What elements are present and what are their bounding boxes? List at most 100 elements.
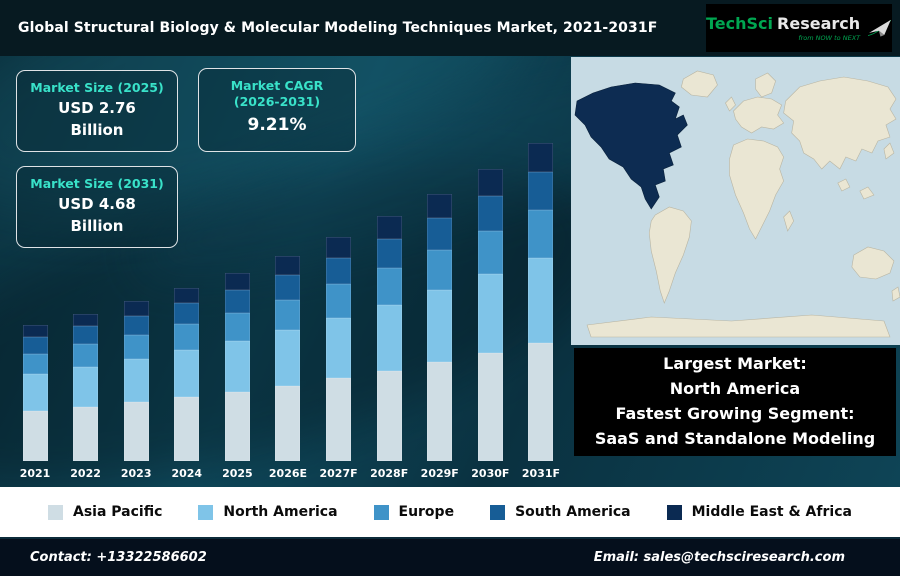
footer: Contact: +13322586602 Email: sales@techs… bbox=[0, 537, 900, 576]
bar-stack bbox=[275, 256, 301, 461]
bar-segment bbox=[174, 287, 200, 304]
bar-segment bbox=[123, 301, 149, 317]
map-region-north-america bbox=[574, 82, 688, 210]
bar-segment bbox=[275, 256, 301, 276]
bar-segment bbox=[528, 257, 554, 344]
bar-segment bbox=[275, 275, 301, 300]
main-area: Market Size (2025) USD 2.76 Billion Mark… bbox=[0, 56, 900, 487]
bar-segment bbox=[224, 312, 250, 341]
market-cagr-title: Market CAGR bbox=[230, 78, 324, 93]
bar-segment bbox=[22, 353, 48, 375]
bar-segment bbox=[224, 391, 250, 461]
bar-segment bbox=[224, 273, 250, 291]
bar-segment bbox=[477, 195, 503, 231]
techsci-logo: TechSci Research from NOW to NEXT bbox=[706, 4, 892, 52]
footer-contact: Contact: +13322586602 bbox=[30, 550, 207, 565]
x-axis-label: 2028F bbox=[370, 467, 409, 480]
bar-segment bbox=[275, 299, 301, 331]
market-size-2025-title: Market Size (2025) bbox=[30, 80, 164, 95]
bar-segment bbox=[224, 290, 250, 313]
world-map-svg bbox=[571, 57, 900, 345]
x-axis-label: 2029F bbox=[420, 467, 459, 480]
largest-market-box: Largest Market: North America Fastest Gr… bbox=[574, 348, 896, 456]
bar-segment bbox=[528, 142, 554, 173]
market-size-2031-unit: Billion bbox=[70, 217, 124, 236]
bar-segment bbox=[73, 344, 99, 367]
bar-segment bbox=[477, 274, 503, 353]
bar-segment bbox=[326, 237, 352, 258]
logo-text: TechSci Research from NOW to NEXT bbox=[706, 14, 860, 42]
legend-label: Middle East & Africa bbox=[691, 504, 852, 520]
legend-item: North America bbox=[198, 504, 338, 520]
market-size-2025-unit: Billion bbox=[70, 121, 124, 140]
x-axis-label: 2023 bbox=[120, 467, 152, 480]
paper-plane-icon bbox=[868, 19, 892, 37]
bar-stack bbox=[376, 216, 402, 461]
legend-swatch bbox=[490, 504, 506, 520]
bar-segment bbox=[427, 193, 453, 219]
market-size-2031-title: Market Size (2031) bbox=[30, 176, 164, 191]
bar-stack bbox=[22, 325, 48, 461]
x-axis-label: 2027F bbox=[319, 467, 358, 480]
x-axis-label: 2031F bbox=[521, 467, 560, 480]
bar-segment bbox=[528, 343, 554, 461]
legend-item: Middle East & Africa bbox=[666, 504, 852, 520]
legend-label: South America bbox=[515, 504, 631, 520]
largest-market-line: Largest Market: bbox=[663, 354, 807, 374]
stacked-bar-chart: 2021 2022 2023 2024 2025 2026E 2027F 2028F 2029F… bbox=[14, 142, 562, 481]
bar-segment bbox=[174, 397, 200, 461]
legend-label: Asia Pacific bbox=[72, 504, 163, 520]
bar-segment bbox=[123, 316, 149, 336]
logo-brand-primary: TechSci bbox=[706, 14, 774, 33]
bar-2026E: 2026E bbox=[267, 256, 309, 481]
bar-segment bbox=[326, 257, 352, 285]
bar-2030F: 2030F bbox=[469, 169, 511, 481]
page-title: Global Structural Biology & Molecular Mo… bbox=[18, 20, 658, 36]
bar-2024: 2024 bbox=[166, 287, 208, 481]
bar-stack bbox=[123, 301, 149, 461]
x-axis-label: 2026E bbox=[268, 467, 308, 480]
bar-2029F: 2029F bbox=[419, 193, 461, 481]
bar-2021: 2021 bbox=[14, 325, 56, 481]
bar-stack bbox=[427, 193, 453, 461]
bar-segment bbox=[174, 303, 200, 325]
bar-segment bbox=[275, 330, 301, 386]
bar-segment bbox=[376, 238, 402, 268]
legend: Asia Pacific North America Europe South Ame… bbox=[0, 487, 900, 537]
header: Global Structural Biology & Molecular Mo… bbox=[0, 0, 900, 56]
bar-segment bbox=[73, 313, 99, 327]
legend-item: South America bbox=[490, 504, 631, 520]
bar-2031F: 2031F bbox=[520, 142, 562, 481]
largest-market-line: SaaS and Standalone Modeling bbox=[594, 428, 876, 448]
x-axis-label: 2021 bbox=[19, 467, 51, 480]
footer-email: Email: sales@techsciresearch.com bbox=[593, 550, 845, 565]
bar-segment bbox=[376, 370, 402, 461]
legend-item: Asia Pacific bbox=[47, 504, 163, 520]
bar-stack bbox=[73, 313, 99, 461]
bar-2025: 2025 bbox=[216, 273, 258, 481]
x-axis-label: 2024 bbox=[171, 467, 203, 480]
bar-segment bbox=[477, 230, 503, 275]
market-size-2031-value: USD 4.68 bbox=[58, 194, 136, 213]
x-axis-label: 2025 bbox=[222, 467, 253, 480]
bar-segment bbox=[22, 325, 48, 338]
bar-segment bbox=[123, 359, 149, 402]
legend-swatch bbox=[373, 504, 389, 520]
bar-segment bbox=[528, 210, 554, 258]
bar-segment bbox=[326, 317, 352, 378]
bar-segment bbox=[73, 366, 99, 407]
bar-segment bbox=[224, 340, 250, 392]
bar-segment bbox=[427, 250, 453, 291]
bar-segment bbox=[376, 216, 402, 239]
bar-2028F: 2028F bbox=[368, 216, 410, 481]
market-size-2031-box: Market Size (2031) USD 4.68 Billion bbox=[16, 166, 178, 248]
market-size-2025-box: Market Size (2025) USD 2.76 Billion bbox=[16, 70, 178, 152]
bar-segment bbox=[427, 218, 453, 251]
logo-brand-secondary: Research bbox=[777, 14, 861, 33]
market-size-2025-value: USD 2.76 bbox=[58, 98, 136, 117]
bar-segment bbox=[73, 406, 99, 461]
bar-2027F: 2027F bbox=[318, 237, 360, 481]
bar-segment bbox=[22, 410, 48, 461]
logo-tagline: from NOW to NEXT bbox=[798, 34, 861, 42]
